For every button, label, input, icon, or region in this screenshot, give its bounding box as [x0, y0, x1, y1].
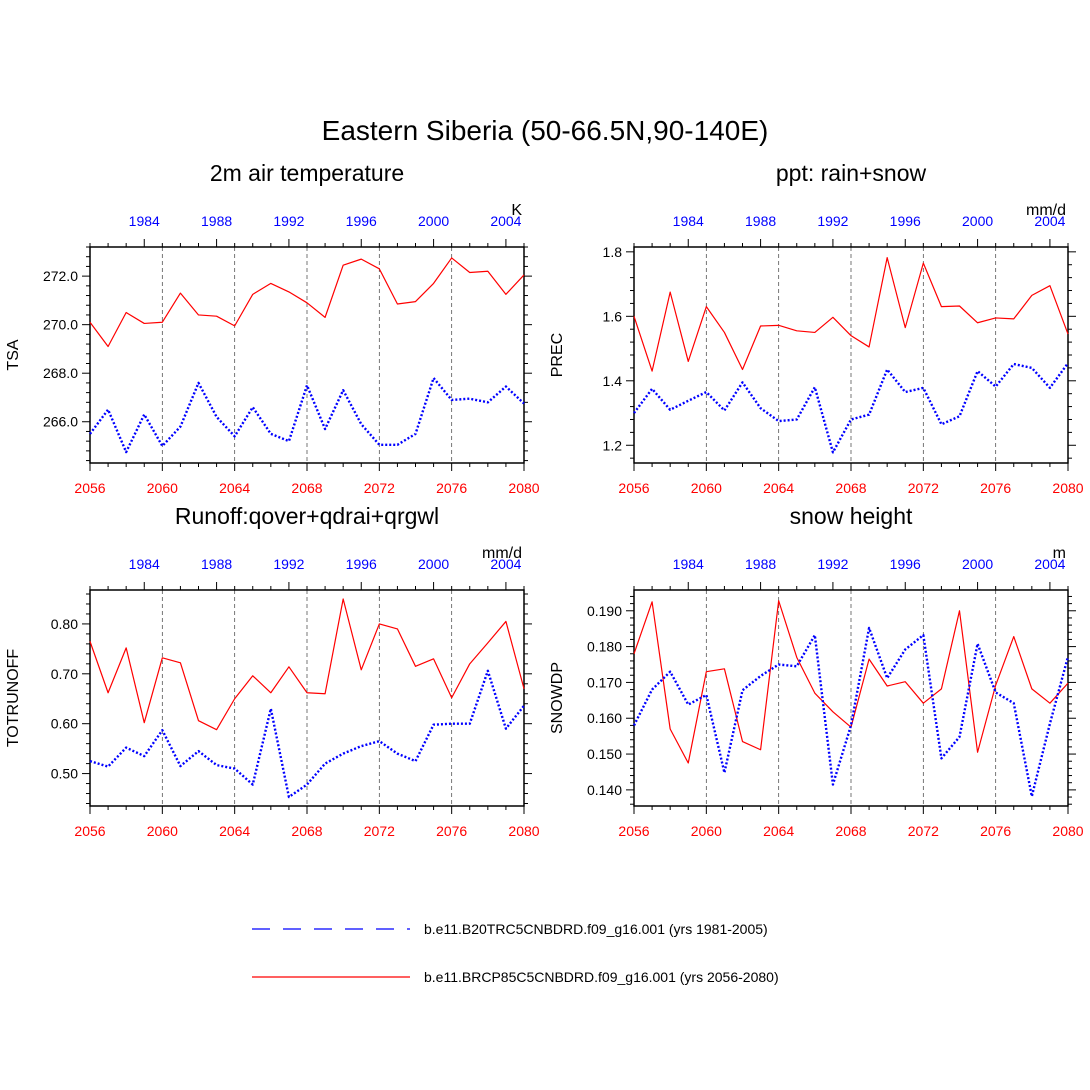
x-tick-label: 2064	[763, 823, 794, 839]
series-line-historical	[89, 669, 525, 799]
y-axis-label: SNOWDP	[549, 662, 566, 734]
x-tick-label: 2080	[508, 823, 539, 839]
top-x-tick-label: 2004	[1034, 213, 1065, 229]
panel-prec: ppt: rain+snow mm/d PREC 2056 2060 2064 2068 20…	[549, 160, 1084, 496]
top-x-tick-label: 1992	[273, 556, 304, 572]
top-x-tick-label: 2004	[490, 213, 521, 229]
top-x-tick-label: 1992	[817, 556, 848, 572]
x-tick-label: 2056	[74, 823, 105, 839]
series-line-future	[89, 257, 525, 348]
x-tick-label: 2060	[147, 823, 178, 839]
x-tick-label: 2080	[1052, 480, 1083, 496]
x-tick-label: 2060	[691, 823, 722, 839]
top-x-tick-label: 1984	[129, 556, 160, 572]
top-x-tick-label: 1984	[673, 556, 704, 572]
y-tick-label: 272.0	[43, 268, 78, 284]
top-x-tick-label: 2000	[962, 556, 993, 572]
y-tick-label: 0.180	[587, 639, 622, 655]
y-tick-label: 0.50	[51, 766, 78, 782]
top-x-tick-label: 1992	[817, 213, 848, 229]
x-tick-label: 2068	[291, 823, 322, 839]
units-label: K	[511, 202, 522, 219]
top-x-tick-label: 1988	[745, 213, 776, 229]
x-tick-label: 2056	[618, 823, 649, 839]
panel-tsa: 2m air temperature K TSA 2056 2060 2064 2068 20…	[5, 160, 540, 496]
x-tick-label: 2064	[219, 823, 250, 839]
x-tick-label: 2060	[147, 480, 178, 496]
x-tick-label: 2068	[291, 480, 322, 496]
top-x-tick-label: 2004	[1034, 556, 1065, 572]
top-x-tick-label: 1988	[745, 556, 776, 572]
top-x-tick-label: 1992	[273, 213, 304, 229]
y-tick-label: 0.190	[587, 603, 622, 619]
x-tick-label: 2072	[364, 823, 395, 839]
y-axis-label: TSA	[5, 339, 22, 370]
panel-title: 2m air temperature	[210, 160, 404, 186]
x-tick-label: 2076	[436, 480, 467, 496]
y-tick-label: 0.150	[587, 746, 622, 762]
top-x-tick-label: 1984	[129, 213, 160, 229]
legend-label: b.e11.BRCP85C5CNBDRD.f09_g16.001 (yrs 20…	[424, 969, 779, 985]
units-label: m	[1053, 545, 1066, 562]
panels: 2m air temperature K TSA 2056 2060 2064 2068 20…	[5, 160, 1084, 839]
top-x-tick-label: 1988	[201, 213, 232, 229]
panel-snowdp: snow height m SNOWDP 2056 2060 2064 2068 2072 20…	[549, 503, 1084, 839]
x-tick-label: 2072	[364, 480, 395, 496]
top-x-tick-label: 2004	[490, 556, 521, 572]
y-tick-label: 268.0	[43, 365, 78, 381]
y-tick-label: 266.0	[43, 414, 78, 430]
units-label: mm/d	[1026, 202, 1066, 219]
x-tick-label: 2076	[980, 823, 1011, 839]
top-x-tick-label: 2000	[418, 556, 449, 572]
y-tick-label: 0.140	[587, 782, 622, 798]
top-x-tick-label: 2000	[962, 213, 993, 229]
x-tick-label: 2060	[691, 480, 722, 496]
panel-title: Runoff:qover+qdrai+qrgwl	[175, 503, 439, 529]
y-tick-label: 0.60	[51, 716, 78, 732]
x-tick-label: 2080	[508, 480, 539, 496]
panel-totrunoff: Runoff:qover+qdrai+qrgwl mm/d TOTRUNOFF 205…	[5, 503, 540, 839]
figure-title: Eastern Siberia (50-66.5N,90-140E)	[322, 115, 769, 146]
x-tick-label: 2068	[835, 823, 866, 839]
x-tick-label: 2076	[980, 480, 1011, 496]
top-x-tick-label: 1996	[346, 556, 377, 572]
top-x-tick-label: 1996	[890, 213, 921, 229]
y-tick-label: 1.8	[603, 244, 623, 260]
y-tick-label: 270.0	[43, 317, 78, 333]
x-tick-label: 2072	[908, 823, 939, 839]
y-tick-label: 0.70	[51, 666, 78, 682]
x-tick-label: 2080	[1052, 823, 1083, 839]
panel-title: ppt: rain+snow	[776, 160, 927, 186]
series-line-future	[633, 257, 1069, 372]
x-tick-label: 2068	[835, 480, 866, 496]
series-line-historical	[89, 376, 525, 454]
top-x-tick-label: 1996	[890, 556, 921, 572]
legend-label: b.e11.B20TRC5CNBDRD.f09_g16.001 (yrs 198…	[424, 921, 768, 937]
y-tick-label: 0.170	[587, 674, 622, 690]
series-line-future	[89, 598, 525, 731]
x-tick-label: 2056	[618, 480, 649, 496]
y-tick-label: 1.6	[603, 308, 623, 324]
top-x-tick-label: 1988	[201, 556, 232, 572]
units-label: mm/d	[482, 545, 522, 562]
x-tick-label: 2056	[74, 480, 105, 496]
x-tick-label: 2064	[219, 480, 250, 496]
top-x-tick-label: 2000	[418, 213, 449, 229]
panel-title: snow height	[790, 503, 913, 529]
top-x-tick-label: 1984	[673, 213, 704, 229]
x-tick-label: 2064	[763, 480, 794, 496]
y-tick-label: 1.4	[603, 373, 623, 389]
y-axis-label: PREC	[549, 333, 566, 377]
y-tick-label: 0.80	[51, 616, 78, 632]
y-tick-label: 0.160	[587, 710, 622, 726]
y-axis-label: TOTRUNOFF	[5, 649, 22, 748]
y-tick-label: 1.2	[603, 437, 623, 453]
legend: b.e11.B20TRC5CNBDRD.f09_g16.001 (yrs 198…	[252, 921, 779, 985]
top-x-tick-label: 1996	[346, 213, 377, 229]
x-tick-label: 2072	[908, 480, 939, 496]
x-tick-label: 2076	[436, 823, 467, 839]
